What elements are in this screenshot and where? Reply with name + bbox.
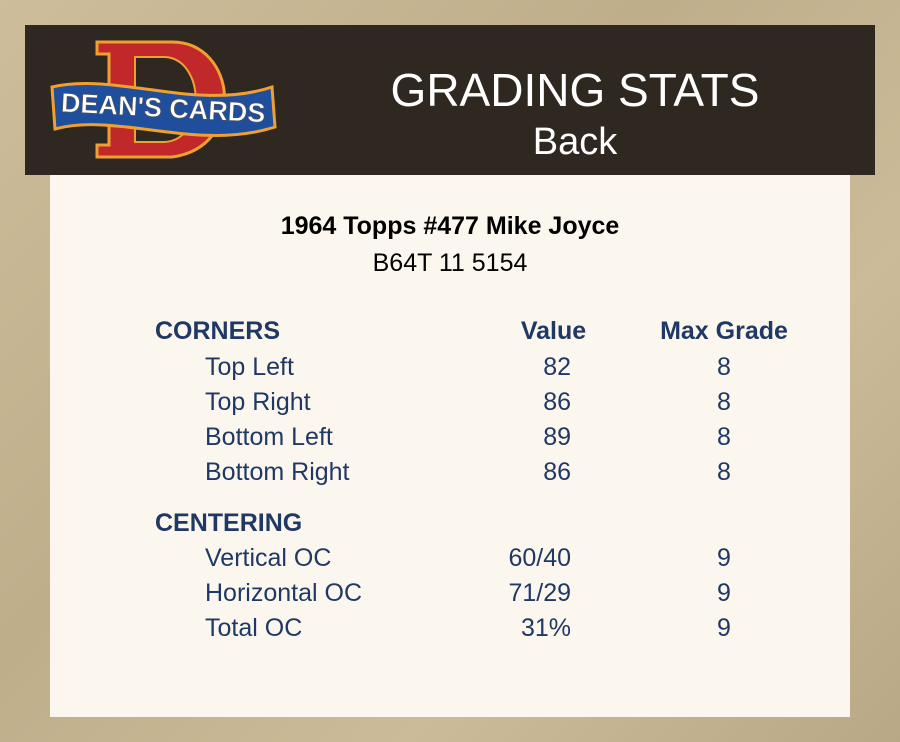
row-label: Top Right bbox=[205, 388, 311, 416]
table-row: Total OC 31% 9 bbox=[50, 614, 850, 649]
row-max-grade: 9 bbox=[717, 579, 731, 607]
row-value: 60/40 bbox=[508, 544, 571, 572]
row-label: Vertical OC bbox=[205, 544, 332, 572]
row-value: 71/29 bbox=[508, 579, 571, 607]
row-max-grade: 9 bbox=[717, 614, 731, 642]
section-header-centering: CENTERING bbox=[50, 509, 850, 544]
table-row: Top Left 82 8 bbox=[50, 353, 850, 388]
table-row: Vertical OC 60/40 9 bbox=[50, 544, 850, 579]
card-title: 1964 Topps #477 Mike Joyce bbox=[280, 212, 620, 240]
row-max-grade: 8 bbox=[717, 458, 731, 486]
table-row: Horizontal OC 71/29 9 bbox=[50, 579, 850, 614]
row-label: Horizontal OC bbox=[205, 579, 362, 607]
stats-panel: 1964 Topps #477 Mike Joyce B64T 11 5154 … bbox=[50, 175, 850, 717]
deans-cards-logo: DEAN'S CARDS bbox=[50, 40, 277, 159]
table-row: Bottom Left 89 8 bbox=[50, 423, 850, 458]
table-row: Bottom Right 86 8 bbox=[50, 458, 850, 493]
row-label: Bottom Right bbox=[205, 458, 350, 486]
section-name: CENTERING bbox=[155, 509, 303, 537]
header: DEAN'S CARDS GRADING STATS Back bbox=[25, 25, 875, 175]
row-value: 82 bbox=[543, 353, 571, 381]
row-value: 86 bbox=[543, 388, 571, 416]
row-max-grade: 8 bbox=[717, 388, 731, 416]
section-header-corners: CORNERS Value Max Grade bbox=[50, 317, 850, 352]
row-value: 89 bbox=[543, 423, 571, 451]
value-column-header: Value bbox=[520, 317, 587, 345]
row-max-grade: 8 bbox=[717, 353, 731, 381]
row-label: Bottom Left bbox=[205, 423, 333, 451]
card-code: B64T 11 5154 bbox=[372, 249, 528, 277]
row-value: 86 bbox=[543, 458, 571, 486]
section-name: CORNERS bbox=[155, 317, 281, 345]
row-max-grade: 8 bbox=[717, 423, 731, 451]
row-label: Top Left bbox=[205, 353, 294, 381]
page-title: GRADING STATS bbox=[390, 64, 760, 116]
row-max-grade: 9 bbox=[717, 544, 731, 572]
page-subtitle: Back bbox=[532, 121, 618, 163]
max-grade-column-header: Max Grade bbox=[660, 317, 788, 345]
row-value: 31% bbox=[520, 614, 571, 642]
row-label: Total OC bbox=[205, 614, 303, 642]
table-row: Top Right 86 8 bbox=[50, 388, 850, 423]
